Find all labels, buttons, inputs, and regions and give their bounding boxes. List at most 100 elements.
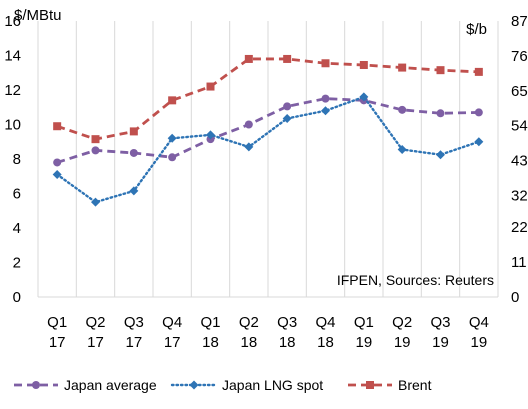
vertical-gridlines — [37, 21, 499, 297]
left-axis-ticks: 0 2 4 6 8 10 12 14 16 — [4, 13, 21, 306]
data-point — [321, 59, 330, 68]
data-point — [206, 130, 215, 140]
data-point — [436, 109, 445, 118]
right-tick-label: 43 — [511, 153, 528, 170]
x-tick-label-year: 18 — [317, 334, 334, 351]
data-point — [283, 54, 292, 63]
left-tick-label: 12 — [4, 82, 21, 99]
x-tick-label-quarter: Q1 — [200, 314, 220, 331]
data-point — [359, 60, 368, 69]
series-line — [55, 95, 481, 204]
right-tick-label: 32 — [511, 187, 528, 204]
x-tick-label-quarter: Q2 — [392, 314, 412, 331]
data-point — [206, 82, 215, 91]
right-tick-label: 87 — [511, 13, 528, 30]
source-annotation: IFPEN, Sources: Reuters — [337, 272, 494, 288]
legend-label: Brent — [398, 377, 432, 393]
x-tick-label-quarter: Q4 — [162, 314, 182, 331]
data-point — [436, 150, 445, 160]
x-tick-label-quarter: Q1 — [354, 314, 374, 331]
data-point — [91, 146, 100, 155]
right-tick-label: 65 — [511, 83, 528, 100]
x-tick-label-quarter: Q4 — [315, 314, 335, 331]
data-point — [129, 127, 138, 136]
data-point — [189, 380, 199, 390]
data-point — [129, 148, 138, 157]
data-point — [366, 381, 374, 389]
data-point — [474, 108, 483, 117]
legend-label: Japan LNG spot — [222, 377, 323, 393]
data-point — [398, 63, 407, 72]
left-tick-label: 16 — [4, 13, 21, 30]
series-japan-lng-spot — [52, 92, 484, 207]
data-point — [129, 186, 139, 196]
data-point — [474, 67, 483, 76]
right-tick-label: 76 — [511, 48, 528, 65]
x-tick-label-quarter: Q3 — [124, 314, 144, 331]
data-point — [244, 142, 254, 152]
x-tick-label-year: 17 — [87, 334, 104, 351]
right-tick-label: 11 — [511, 254, 527, 271]
series-lines — [52, 54, 484, 207]
left-tick-label: 4 — [13, 220, 21, 237]
legend: Japan average Japan LNG spot Brent — [14, 377, 432, 393]
data-point — [398, 105, 407, 114]
legend-label: Japan average — [64, 377, 157, 393]
right-axis-ticks: 0 11 22 32 43 54 65 76 87 — [511, 13, 528, 306]
right-axis-unit: $/b — [466, 21, 487, 38]
data-point — [321, 94, 330, 103]
x-tick-label-year: 19 — [394, 334, 411, 351]
x-tick-label-quarter: Q3 — [277, 314, 297, 331]
x-tick-label-quarter: Q4 — [469, 314, 489, 331]
legend-item: Japan average — [14, 377, 157, 393]
x-tick-label-year: 19 — [432, 334, 449, 351]
data-point — [283, 102, 292, 111]
series-brent — [53, 54, 483, 144]
data-point — [321, 106, 330, 116]
data-point — [359, 92, 369, 102]
legend-item: Brent — [348, 377, 432, 393]
left-tick-label: 6 — [13, 186, 21, 203]
left-tick-label: 2 — [13, 255, 21, 272]
x-tick-label-year: 19 — [470, 334, 487, 351]
x-tick-label-quarter: Q2 — [85, 314, 105, 331]
data-point — [53, 158, 62, 167]
left-tick-label: 10 — [4, 117, 21, 134]
x-tick-label-year: 18 — [202, 334, 219, 351]
right-tick-label: 0 — [511, 289, 519, 306]
data-point — [52, 170, 62, 180]
data-point — [91, 197, 100, 207]
x-tick-label-year: 17 — [125, 334, 142, 351]
series-line — [56, 57, 479, 141]
x-tick-label-year: 19 — [355, 334, 372, 351]
x-axis-ticks: Q1 17 Q2 17 Q3 17 Q4 17 Q1 18 Q2 18 Q3 18 Q4 18 Q1 19 Q2 19… — [47, 314, 489, 351]
data-point — [282, 113, 292, 123]
legend-item: Japan LNG spot — [170, 377, 323, 393]
x-tick-label-year: 17 — [164, 334, 181, 351]
data-point — [32, 381, 40, 389]
right-tick-label: 54 — [511, 118, 528, 135]
data-point — [168, 96, 177, 105]
data-point — [436, 66, 445, 75]
left-tick-label: 14 — [4, 48, 21, 65]
left-tick-label: 0 — [13, 289, 21, 306]
series-line — [56, 97, 479, 164]
x-tick-label-year: 17 — [49, 334, 66, 351]
data-point — [244, 54, 253, 63]
data-point — [474, 137, 484, 147]
x-tick-label-quarter: Q2 — [239, 314, 259, 331]
right-tick-label: 22 — [511, 219, 528, 236]
x-tick-label-quarter: Q3 — [430, 314, 450, 331]
x-tick-label-quarter: Q1 — [47, 314, 67, 331]
data-point — [167, 133, 177, 143]
data-point — [244, 120, 253, 129]
x-tick-label-year: 18 — [279, 334, 296, 351]
data-point — [53, 122, 62, 131]
left-axis-unit: $/MBtu — [14, 7, 62, 24]
data-point — [91, 135, 100, 144]
data-point — [168, 153, 177, 162]
data-point — [397, 145, 407, 155]
x-tick-label-year: 18 — [240, 334, 257, 351]
left-tick-label: 8 — [13, 151, 21, 168]
